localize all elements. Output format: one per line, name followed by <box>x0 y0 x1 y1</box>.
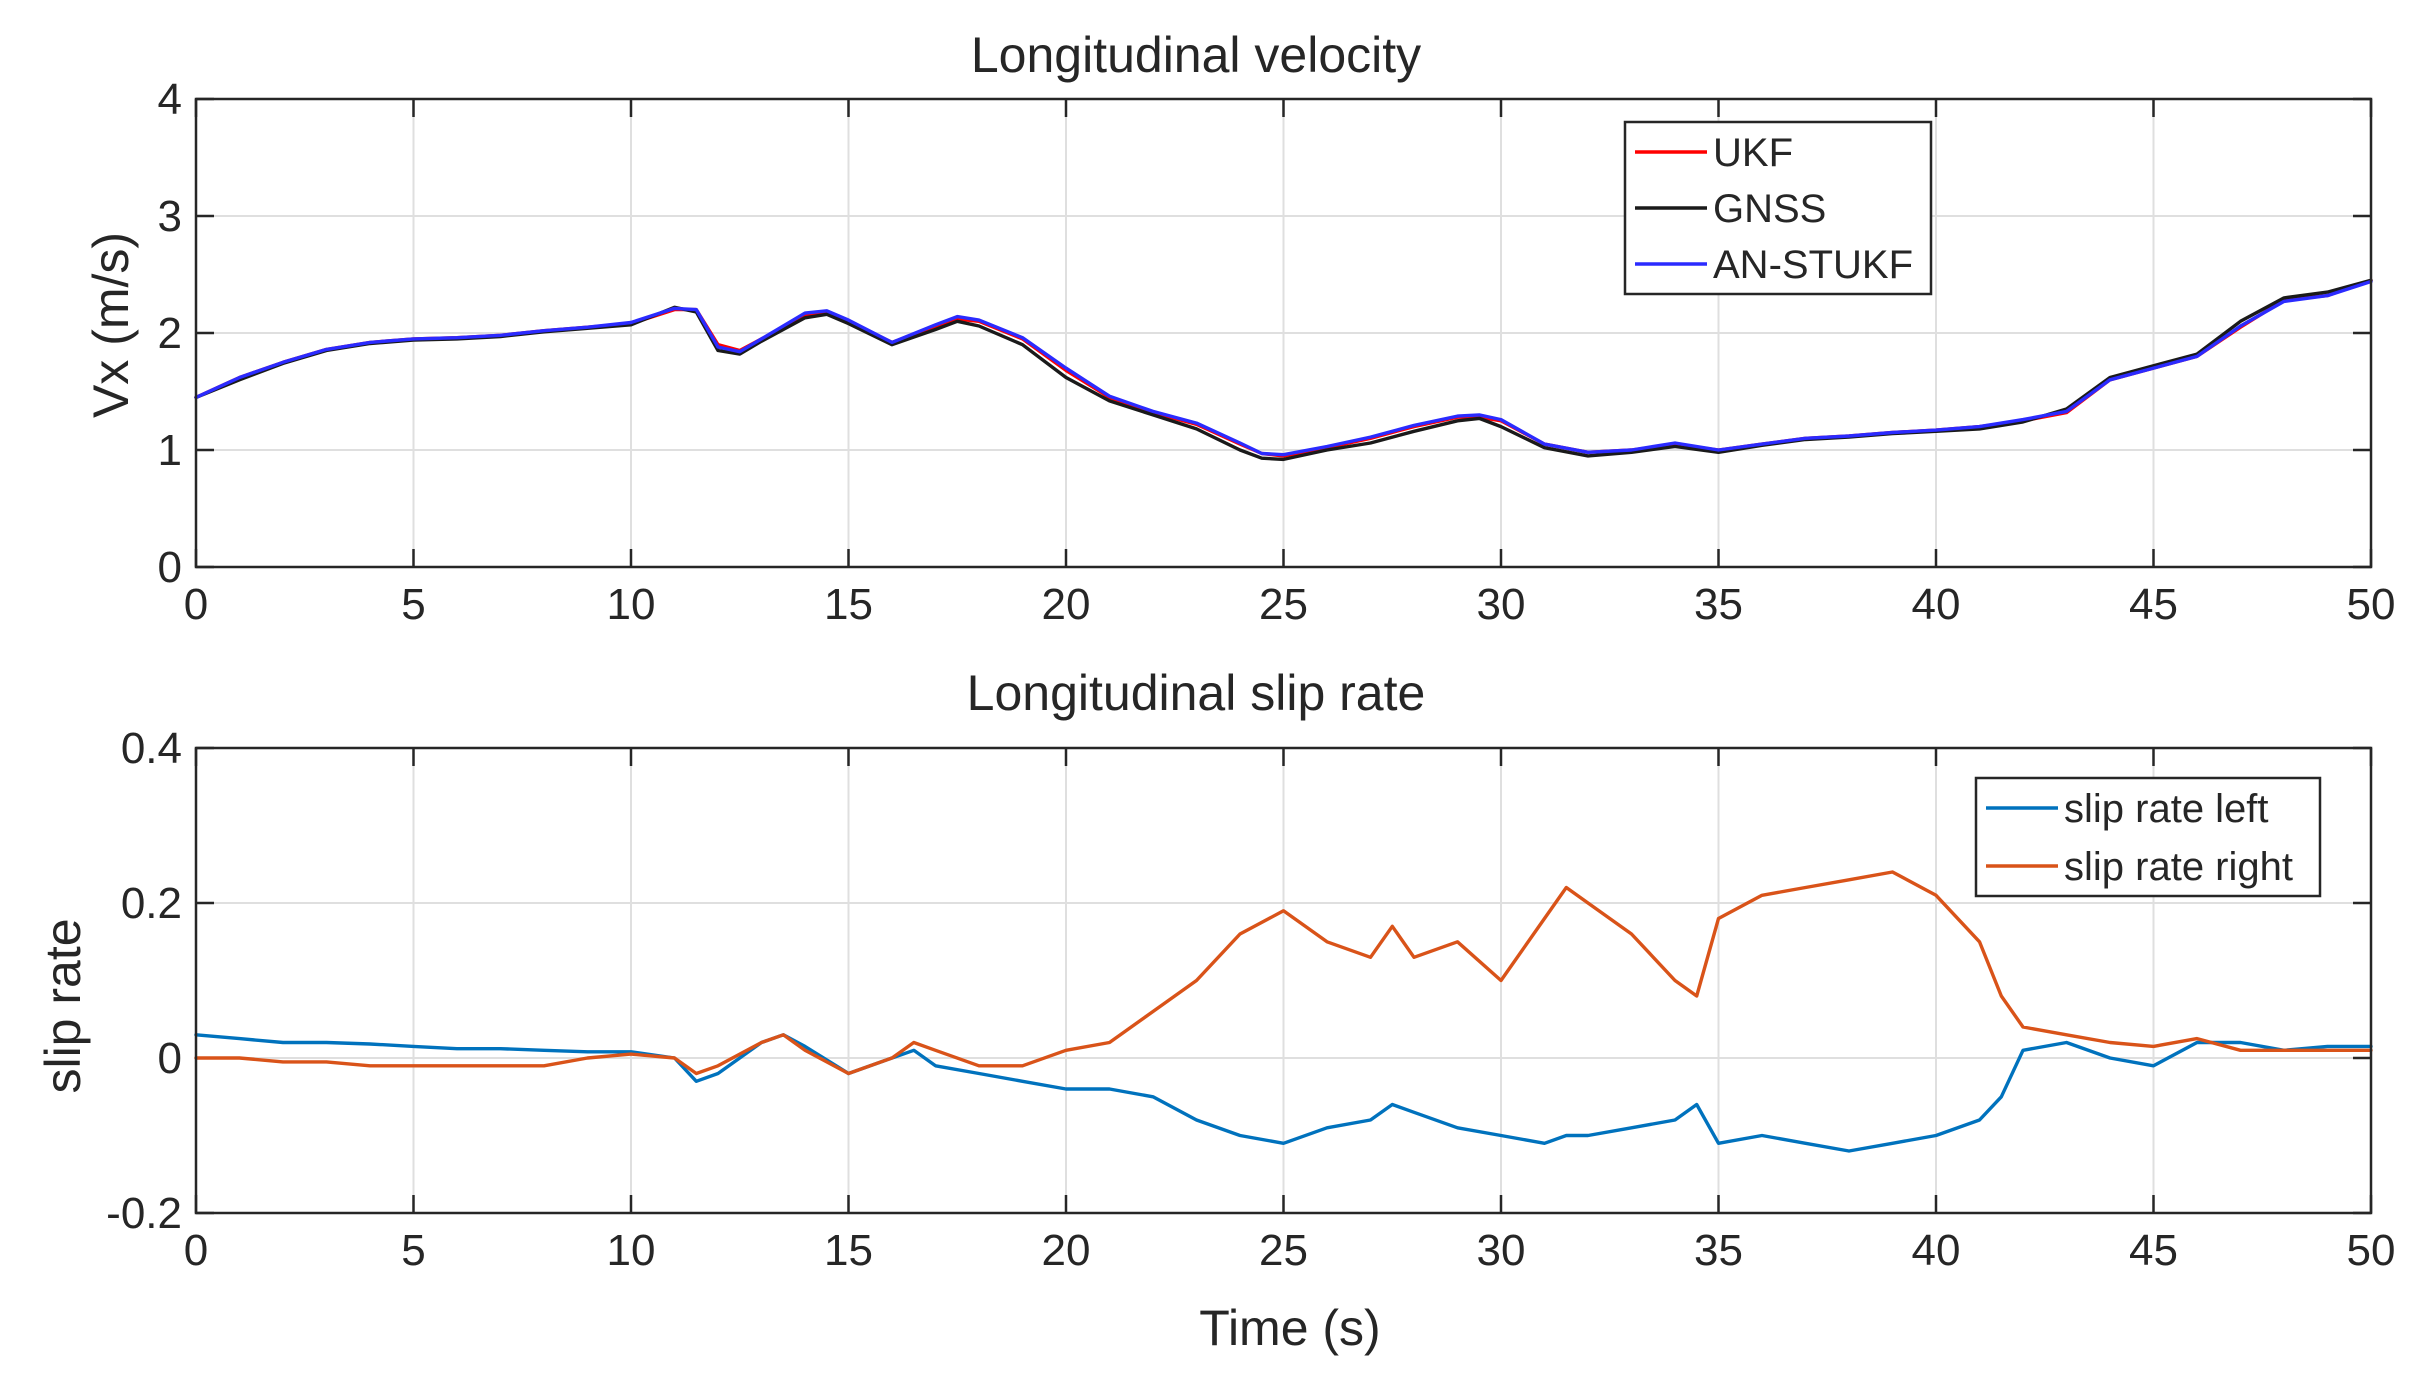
slip-rate-legend-box <box>1974 776 2322 898</box>
velocity-series <box>194 278 2373 462</box>
legend-label-slip-rate-left: slip rate left <box>2064 787 2269 831</box>
velocity-x-tick-label: 25 <box>1259 580 1308 629</box>
slip-rate-x-tick-label: 20 <box>1042 1226 1091 1275</box>
slip-rate-legend: slip rate left slip rate right <box>1974 776 2322 898</box>
velocity-y-tick-label: 1 <box>158 426 182 475</box>
slip-rate-x-tick-label: 0 <box>184 1226 208 1275</box>
velocity-x-tick-label: 30 <box>1477 580 1526 629</box>
slip-rate-y-tick-label: 0.2 <box>121 879 182 928</box>
legend-label-ukf: UKF <box>1713 131 1793 175</box>
slip-rate-x-tick-label: 45 <box>2129 1226 2178 1275</box>
series-line-slip-rate-right <box>194 870 2373 1076</box>
velocity-x-tick-label: 40 <box>1912 580 1961 629</box>
slip-rate-ticks: 0 5 10 15 20 25 30 35 40 45 50-0.200.20.4 <box>106 724 2395 1275</box>
velocity-x-tick-label: 20 <box>1042 580 1091 629</box>
velocity-axes-box <box>194 97 2373 569</box>
legend-label-gnss: GNSS <box>1713 187 1826 231</box>
velocity-x-tick-label: 0 <box>184 580 208 629</box>
velocity-y-tick-label: 3 <box>158 192 182 241</box>
series-line-an-stukf <box>194 279 2373 457</box>
slip-rate-y-tick-label: -0.2 <box>106 1189 182 1238</box>
slip-rate-x-tick-label: 50 <box>2347 1226 2396 1275</box>
velocity-x-tick-label: 10 <box>607 580 656 629</box>
slip-rate-x-tick-label: 35 <box>1694 1226 1743 1275</box>
slip-rate-y-tick-label: 0 <box>158 1034 182 1083</box>
slip-rate-x-axis-label: Time (s) <box>1199 1300 1380 1356</box>
velocity-y-axis-label: Vx (m/s) <box>83 232 139 418</box>
velocity-x-tick-label: 15 <box>824 580 873 629</box>
slip-rate-x-tick-label: 10 <box>607 1226 656 1275</box>
slip-rate-chart: Longitudinal slip rate slip rate Time (s… <box>35 665 2395 1356</box>
slip-rate-x-tick-label: 25 <box>1259 1226 1308 1275</box>
velocity-y-tick-label: 2 <box>158 309 182 358</box>
legend-label-an-stukf: AN-STUKF <box>1713 243 1913 287</box>
slip-rate-x-tick-label: 5 <box>401 1226 425 1275</box>
velocity-x-tick-label: 5 <box>401 580 425 629</box>
slip-rate-axes-box <box>194 746 2373 1215</box>
slip-rate-series <box>194 870 2373 1153</box>
slip-rate-y-tick-label: 0.4 <box>121 724 182 773</box>
velocity-legend: UKF GNSS AN-STUKF <box>1623 120 1933 296</box>
velocity-y-tick-label: 4 <box>158 75 182 124</box>
slip-rate-x-tick-label: 15 <box>824 1226 873 1275</box>
slip-rate-x-tick-label: 40 <box>1912 1226 1961 1275</box>
series-line-slip-rate-left <box>194 1033 2373 1153</box>
velocity-y-tick-label: 0 <box>158 543 182 592</box>
velocity-chart-title: Longitudinal velocity <box>971 27 1421 83</box>
slip-rate-chart-title: Longitudinal slip rate <box>967 665 1426 721</box>
velocity-chart: Longitudinal velocity Vx (m/s) 0 5 10 15 20 2… <box>83 27 2395 629</box>
velocity-ticks: 0 5 10 15 20 25 30 35 40 45 50 0 1 2 3 4 <box>158 75 2396 629</box>
velocity-x-tick-label: 45 <box>2129 580 2178 629</box>
slip-rate-y-axis-label: slip rate <box>35 918 91 1093</box>
velocity-x-tick-label: 35 <box>1694 580 1743 629</box>
slip-rate-x-tick-label: 30 <box>1477 1226 1526 1275</box>
velocity-x-tick-label: 50 <box>2347 580 2396 629</box>
legend-label-slip-rate-right: slip rate right <box>2064 845 2293 889</box>
